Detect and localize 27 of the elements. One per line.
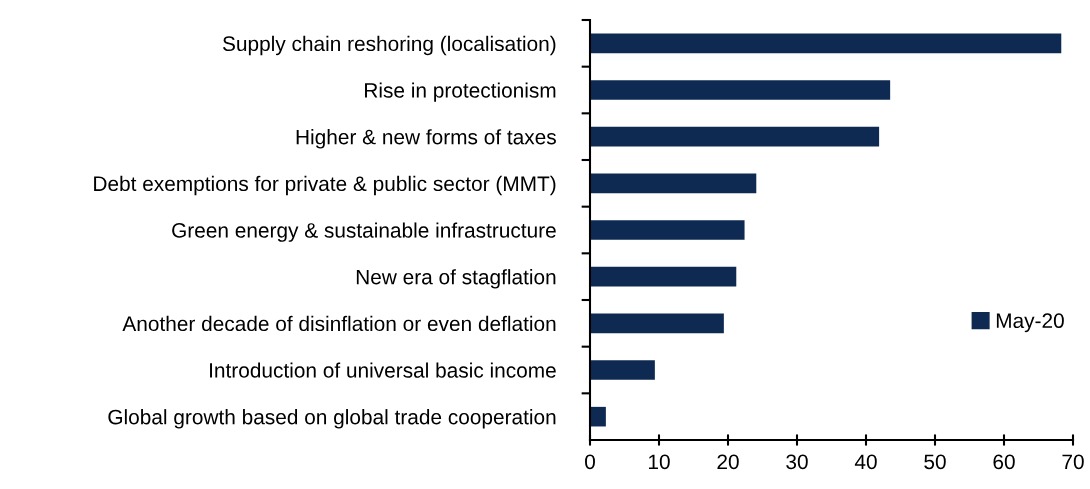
y-tick-label: Rise in protectionism [365, 82, 556, 102]
y-tick-label: Another decade of disinflation or even deflation [122, 315, 556, 332]
y-tick-label: Green energy & sustainable infrastructure [172, 222, 556, 242]
bar [590, 173, 757, 194]
bar [590, 313, 724, 334]
bar [590, 360, 655, 380]
x-tick-label: 50 [924, 454, 946, 470]
y-tick-label: Debt exemptions for private & public sector (MMT) [94, 175, 556, 196]
y-tick-label: Higher & new forms of taxes [296, 129, 556, 149]
x-tick-label: 60 [993, 454, 1015, 470]
y-tick-label: Global growth based on global trade cooperation [108, 409, 556, 429]
x-tick-label: 10 [649, 454, 670, 470]
x-tick-label: 20 [717, 454, 739, 470]
x-tick-label: 70 [1062, 454, 1084, 470]
y-tick-label: Supply chain reshoring (localisation) [222, 35, 556, 56]
bar [590, 220, 745, 240]
x-tick-label: 40 [854, 454, 877, 470]
bar [590, 406, 606, 427]
y-tick-label: Introduction of universal basic income [210, 362, 556, 378]
bar [590, 266, 737, 287]
bar [590, 33, 1062, 54]
legend-label: May-20 [996, 313, 1064, 333]
bar [590, 80, 891, 100]
x-tick-label: 0 [585, 454, 595, 470]
y-tick-label: New era of stagflation [356, 269, 556, 289]
bar [590, 126, 880, 147]
x-tick-label: 30 [786, 454, 808, 470]
